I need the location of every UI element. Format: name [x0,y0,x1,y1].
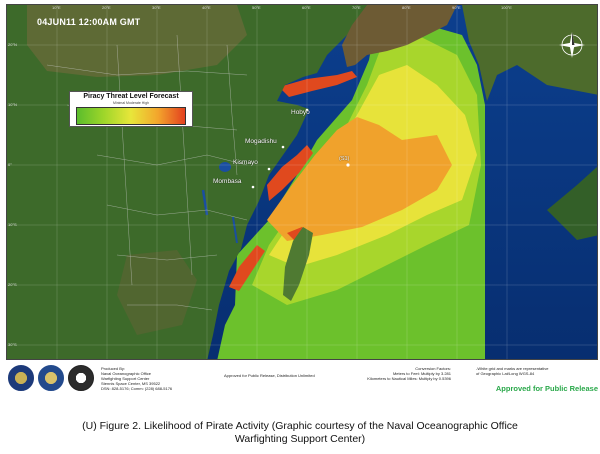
caption-line-2: Warfighting Support Center) [234,433,366,445]
lat-tick: 20°N [8,42,17,47]
lat-tick: 10°N [8,102,17,107]
legend-color-bar [76,107,186,125]
lon-tick: 80°E [402,5,411,10]
threat-zone-elevated [267,117,452,241]
graticule [7,5,597,359]
figure-caption: (U) Figure 2. Likelihood of Pirate Activ… [0,420,600,446]
lake-tanganyika [201,189,209,216]
producer-block: Produced By: Naval Oceanographic Office … [101,366,173,391]
legend: Piracy Threat Level Forecast Minimal Mod… [69,91,193,127]
lake-victoria [219,162,231,172]
country-borders [46,34,248,311]
india-landmass [462,5,597,101]
place-label-mogadishu: Mogadishu [245,138,277,145]
legend-scale-labels: Minimal Moderate High [113,101,149,105]
city-dot-kismayo [267,167,271,171]
lat-tick: 20°S [8,282,17,287]
marker-dot [346,163,350,167]
lake-malawi [232,216,238,244]
lat-tick: 0° [8,162,12,167]
city-dot-mombasa [251,185,255,189]
compass-rose-icon [559,32,585,58]
lon-tick: 50°E [252,5,261,10]
lon-tick: 20°E [102,5,111,10]
place-label-kismayo: Kismayo [233,159,258,166]
threat-zone-high-south [229,245,265,291]
city-dot-hobyo [305,108,309,112]
lat-tick: 30°S [8,342,17,347]
lon-tick: 70°E [352,5,361,10]
threat-zone-high-gulf [279,71,357,97]
conversion-factors: Conversion Factors: Meters to Feet: Mult… [367,366,451,381]
approved-public-release-badge: Approved for Public Release [495,384,598,393]
lon-tick: 100°E [501,5,512,10]
navoceano-seal-logo [38,365,64,391]
arabia-landmass [342,5,457,67]
desert-sahara [27,5,247,77]
warfighting-center-logo [68,365,94,391]
lat-tick: 10°S [8,222,17,227]
lon-tick: 30°E [152,5,161,10]
place-label-mombasa: Mombasa [213,178,242,185]
grid-note: -White grid and marks are representative… [476,366,549,376]
caption-line-1: (U) Figure 2. Likelihood of Pirate Activ… [82,420,518,432]
threat-map [7,5,597,359]
lon-tick: 90°E [452,5,461,10]
map-footer: Produced By: Naval Oceanographic Office … [6,360,598,400]
date-banner: 04JUN11 12:00AM GMT [37,17,141,27]
legend-title: Piracy Threat Level Forecast [83,93,179,100]
navy-seal-logo [8,365,34,391]
approved-center: Approved for Public Release, Distributio… [224,373,315,378]
place-label-hobyo: Hobyo [291,109,310,116]
marker-label: (S1) [339,156,350,162]
sumatra-landmass [547,166,597,240]
lon-tick: 40°E [202,5,211,10]
madagascar-island [283,227,313,301]
threat-zone-high-somalia [267,145,313,201]
map-frame: 10°E 20°E 30°E 40°E 50°E 60°E 70°E 80°E … [6,4,598,360]
lon-tick: 60°E [302,5,311,10]
lon-tick: 10°E [52,5,61,10]
kalahari [117,250,197,335]
city-dot-mogadishu [281,145,285,149]
